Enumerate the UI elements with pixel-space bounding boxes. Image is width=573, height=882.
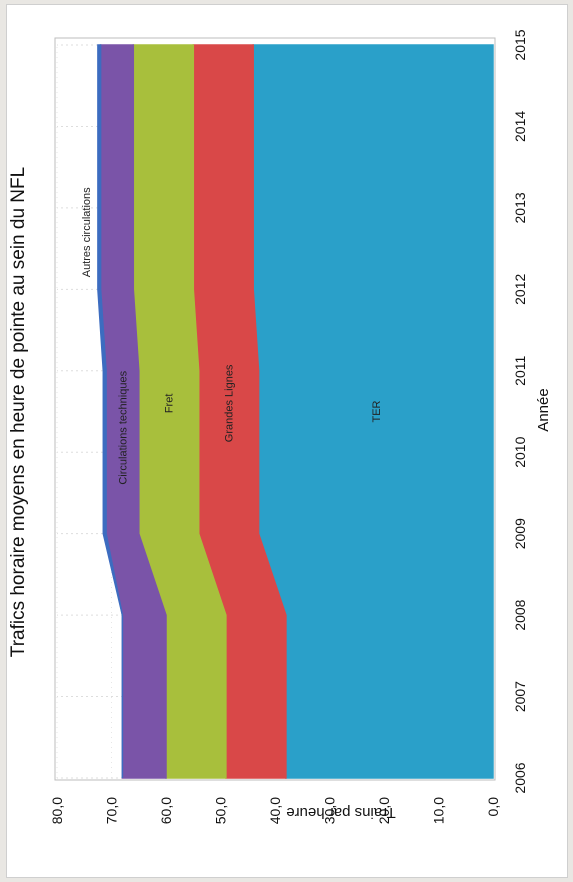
y-axis-label: Trains par heure: [286, 804, 396, 821]
x-tick-label: 2014: [512, 111, 528, 142]
series-labels: TER Grandes Lignes Fret Circulations techni…: [81, 187, 383, 485]
x-tick-label: 2013: [512, 192, 528, 223]
y-tick-label: 60,0: [158, 797, 174, 824]
series-label: TER: [371, 400, 383, 422]
x-tick-label: 2008: [512, 599, 528, 630]
y-tick-label: 40,0: [267, 797, 283, 824]
series-areas: [97, 44, 494, 779]
y-tick-label: 20,0: [376, 797, 392, 824]
y-tick-label: 80,0: [49, 797, 65, 824]
y-tick-label: 10,0: [431, 797, 447, 824]
series-label: Fret: [164, 394, 176, 414]
series-label: Circulations techniques: [117, 370, 129, 484]
y-tick-label: 30,0: [322, 797, 338, 824]
x-axis-label: Année: [535, 388, 552, 431]
x-tick-label: 2011: [512, 356, 528, 386]
series-label: Autres circulations: [81, 187, 93, 277]
y-tick-label: 50,0: [213, 797, 229, 824]
x-tick-label: 2015: [512, 29, 528, 60]
x-tick-label: 2006: [512, 762, 528, 793]
x-tick-label: 2009: [512, 518, 528, 549]
x-tick-label: 2012: [512, 274, 528, 305]
area-autres-circulations: [97, 44, 124, 778]
y-tick-label: 0,0: [485, 797, 501, 817]
y-tick-labels: 0,0 10,0 20,0 30,0 40,0 50,0 60,0 70,0 80,0: [49, 797, 501, 824]
y-tick-label: 70,0: [104, 797, 120, 824]
x-tick-labels: 2006 2007 2008 2009 2010 2011 2012 2013 2014 2015: [512, 29, 528, 793]
chart-title: Trafics horaire moyens en heure de point…: [8, 167, 29, 657]
x-tick-label: 2010: [512, 436, 528, 467]
series-label: Grandes Lignes: [224, 364, 236, 442]
x-tick-label: 2007: [512, 681, 528, 712]
